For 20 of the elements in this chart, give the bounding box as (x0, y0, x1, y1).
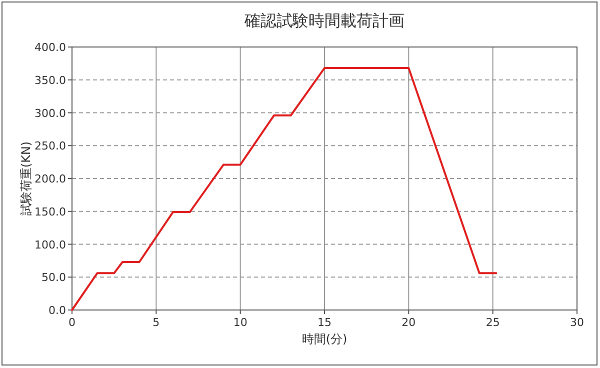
chart-title: 確認試験時間載荷計画 (244, 11, 404, 30)
y-tick-label: 200.0 (34, 172, 66, 186)
x-tick-label: 30 (570, 316, 584, 329)
x-tick-label: 25 (486, 316, 500, 329)
line-series (71, 67, 498, 311)
y-tick-label: 300.0 (34, 106, 66, 120)
y-tick-label: 350.0 (34, 74, 66, 87)
y-tick-label: 100.0 (34, 238, 66, 252)
y-tick-label: 150.0 (34, 205, 66, 218)
y-tick-label: 250.0 (34, 140, 66, 153)
x-tick-label: 10 (233, 316, 248, 329)
y-tick-label: 0.0 (48, 304, 66, 317)
x-tick-label: 5 (152, 316, 160, 329)
x-axis-title: 時間(分) (302, 332, 348, 346)
y-tick-label: 50.0 (42, 271, 66, 284)
x-tick-label: 0 (68, 316, 76, 329)
x-tick-label: 15 (318, 316, 332, 329)
y-axis-title: 試験荷重(KN) (19, 141, 33, 216)
y-tick-label: 400.0 (34, 41, 66, 54)
x-tick-label: 20 (402, 316, 416, 329)
